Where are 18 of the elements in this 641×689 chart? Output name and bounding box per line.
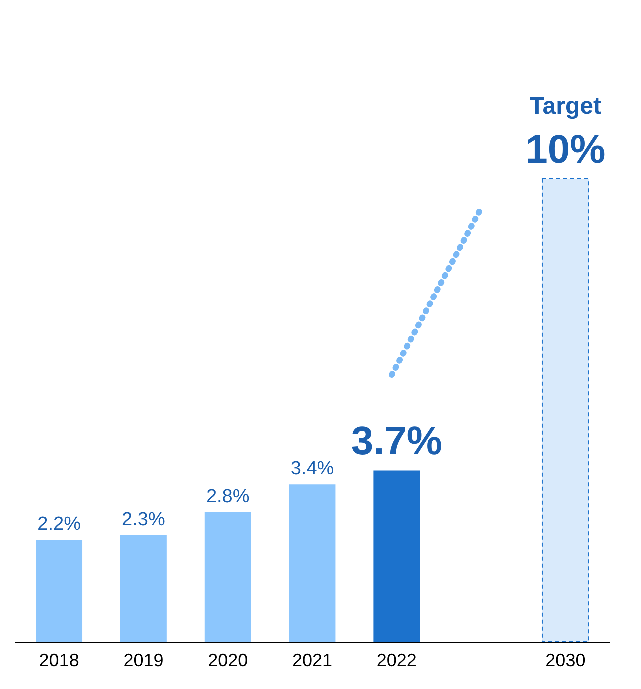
data-label: 3.4% xyxy=(290,458,334,480)
data-label: 2.3% xyxy=(122,510,166,531)
data-label: 2.2% xyxy=(38,514,82,536)
text: Target xyxy=(530,93,602,120)
x-tick-label: 2018 xyxy=(39,650,80,670)
x-tick-label: 2021 xyxy=(292,650,333,670)
x-tick-label: 2030 xyxy=(546,650,586,670)
bar xyxy=(374,470,420,642)
bar xyxy=(289,484,336,642)
bar xyxy=(204,512,252,642)
data-label: 3.7% xyxy=(351,420,442,464)
data-label: 10% xyxy=(526,128,606,172)
bar xyxy=(36,540,83,642)
bar xyxy=(120,536,167,642)
x-tick-label: 2019 xyxy=(124,650,164,670)
x-tick-label: 2020 xyxy=(208,650,248,670)
x-tick-label: 2022 xyxy=(376,650,417,670)
data-label: 2.8% xyxy=(206,486,250,508)
